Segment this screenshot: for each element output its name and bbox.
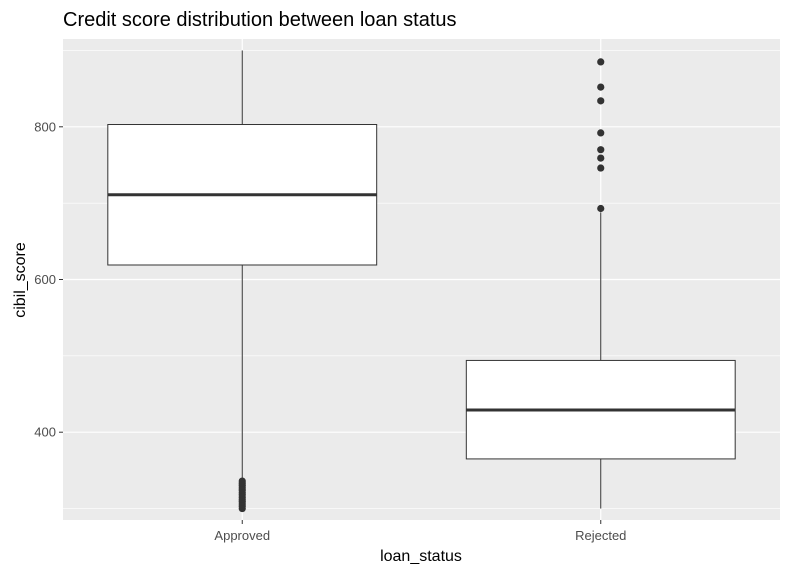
x-axis-title: loan_status xyxy=(380,548,462,565)
x-tick-label: Rejected xyxy=(575,528,626,543)
y-axis-title: cibil_score xyxy=(12,242,29,318)
y-tick-label: 600 xyxy=(34,272,56,287)
box-approved xyxy=(107,50,378,513)
outlier-point xyxy=(597,58,605,66)
outlier-point xyxy=(597,154,605,162)
outlier-point xyxy=(597,164,605,172)
outlier-point xyxy=(238,477,246,485)
outlier-point xyxy=(597,129,605,137)
x-tick-label: Approved xyxy=(214,528,270,543)
outlier-point xyxy=(597,146,605,154)
outlier-point xyxy=(597,83,605,91)
y-axis-ticks: 400 600 800 xyxy=(34,119,63,440)
box-rejected xyxy=(465,58,736,509)
y-tick-label: 800 xyxy=(34,119,56,134)
outlier-point xyxy=(597,97,605,105)
chart-title: Credit score distribution between loan s… xyxy=(63,9,457,31)
outlier-point xyxy=(597,204,605,213)
y-tick-label: 400 xyxy=(34,425,56,440)
boxplot-boxes xyxy=(107,50,736,513)
x-axis-ticks: Approved Rejected xyxy=(214,520,626,543)
